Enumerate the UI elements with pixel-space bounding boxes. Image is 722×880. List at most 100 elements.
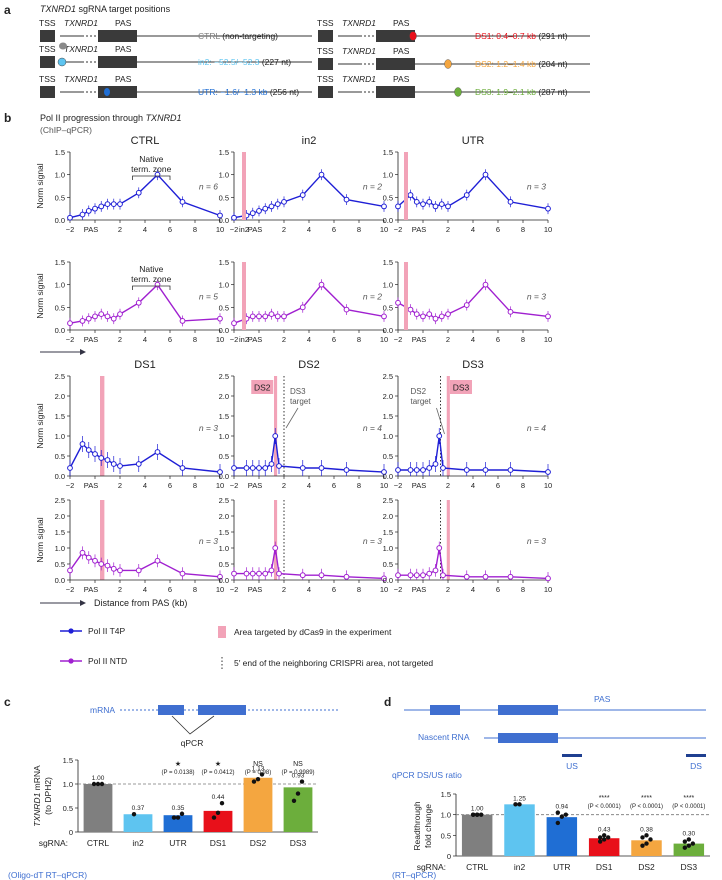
data-point: [463, 192, 470, 198]
data-point: [281, 313, 287, 320]
chart-ctrl-ntd: 0.0 0.5 1.0 1.5 −2 PAS 2 4 6 8 10 n = 5 Norm signal: [35, 258, 224, 344]
x-tick-label: 6: [496, 225, 500, 234]
data-point: [85, 447, 92, 453]
y-tick-label: 0.5: [55, 303, 65, 312]
y-tick-label: 1.5: [219, 258, 229, 267]
x-tick-label: −2: [394, 225, 403, 234]
replicate-dot: [175, 815, 181, 820]
panel-a-title: TXNRD1 sgRNA target positions: [40, 4, 171, 14]
x-tick-label: 10: [216, 481, 224, 490]
ds-label: DS: [690, 761, 702, 771]
data-point: [445, 203, 451, 210]
x-tick-label: PAS: [248, 225, 262, 234]
panel-d-letter: d: [384, 695, 391, 709]
y-tick-label: 0.5: [219, 452, 229, 461]
data-point: [343, 467, 350, 473]
replicate-dot: [259, 772, 265, 777]
x-tick-label: −2: [230, 481, 239, 490]
series-line: [69, 173, 221, 219]
chart-title: UTR: [462, 135, 485, 147]
x-tick-label: 6: [332, 225, 336, 234]
y-tick-label: 2.5: [55, 372, 65, 381]
n-label: n = 4: [527, 423, 546, 433]
data-point: [98, 203, 105, 210]
stat-label: ****: [641, 795, 652, 802]
legend-ntd-dot: [68, 658, 74, 664]
x-tick-label: 2: [118, 225, 122, 234]
y-tick-label: 2.0: [55, 512, 65, 521]
dcas9-target-band: [274, 500, 278, 580]
y-tick-label: 0: [447, 852, 451, 861]
replicate-dot: [648, 837, 653, 842]
replicate-dot: [251, 779, 257, 784]
chart-in2-ntd: 0.0 0.5 1.0 1.5 −2 PAS 2 4 6 8 10 n = 2: [219, 258, 389, 344]
data-point: [92, 313, 98, 320]
data-point: [243, 570, 250, 577]
bar-value-label: 1.00: [92, 775, 105, 782]
exon-last: [376, 58, 415, 70]
y-tick-label: 1.0: [63, 780, 73, 789]
x-tick-label: PAS: [84, 225, 98, 234]
data-point: [299, 192, 306, 198]
x-tick-label: −2: [394, 335, 403, 344]
data-point: [117, 567, 123, 574]
data-point: [117, 201, 123, 208]
data-point: [381, 575, 387, 582]
data-point: [92, 205, 98, 212]
chart-utr-t4p: 0.0 0.5 1.0 1.5 −2 PAS 2 4 6 8 10 n = 3 UTR: [383, 135, 553, 234]
qpcr-bracket: [171, 715, 215, 735]
replicate-dot: [559, 814, 565, 819]
category-label: in2: [514, 862, 526, 872]
x-tick-label: 6: [168, 481, 172, 490]
pas-label-d: PAS: [594, 694, 611, 704]
series-line: [69, 442, 221, 473]
left-row-label-1: in2: −52.5/−52.3 (227 nt): [198, 57, 291, 67]
y-tick-label: 1.5: [219, 412, 229, 421]
bar-value-label: 1.13: [252, 765, 265, 772]
in2-axis-tag: in2: [239, 225, 249, 234]
gene-diagram-right-2: [318, 86, 415, 98]
category-label: DS1: [596, 862, 613, 872]
y-axis-label: Norm signal: [35, 403, 45, 448]
data-point: [281, 198, 287, 205]
x-tick-label: 4: [307, 585, 311, 594]
data-point: [98, 561, 105, 567]
data-point: [318, 281, 325, 288]
data-point: [432, 203, 439, 210]
x-tick-label: PAS: [248, 481, 262, 490]
data-point: [110, 565, 117, 572]
native-zone-bracket: [132, 285, 171, 290]
x-tick-label: −2: [230, 225, 239, 234]
replicate-dot: [470, 812, 476, 817]
y-tick-label: 1.0: [55, 432, 65, 441]
replicate-dot: [219, 801, 225, 806]
data-point: [79, 318, 86, 324]
n-label: n = 4: [363, 423, 382, 433]
data-point: [545, 313, 551, 320]
x-tick-label: 10: [380, 225, 388, 234]
bar-value-label: 0.30: [683, 830, 696, 837]
x-tick-label: 4: [471, 585, 475, 594]
utr-pink-band: [404, 152, 408, 220]
y-tick-label: 2.0: [383, 512, 393, 521]
exon-last: [376, 30, 415, 42]
y-tick-label: 1.5: [383, 258, 393, 267]
data-point: [79, 441, 86, 447]
dcas9-target-band: [100, 376, 105, 476]
replicate-dot: [171, 815, 177, 820]
y-tick-label: 1.0: [383, 171, 393, 180]
y-tick-label: 1.5: [383, 148, 393, 157]
n-label: n = 2: [363, 181, 382, 191]
x-tick-label: PAS: [412, 335, 426, 344]
gene-diagram-right-1: [318, 58, 415, 70]
bar-CTRL: [83, 784, 113, 832]
chart-title: DS1: [134, 359, 155, 371]
y-tick-label: 2.5: [55, 496, 65, 505]
replicate-dot: [690, 841, 696, 846]
nascent-exon-3: [498, 733, 558, 743]
pvalue-label: (P = 0.0412): [201, 770, 234, 776]
x-tick-label: 2: [282, 585, 286, 594]
data-point: [79, 211, 86, 218]
chart-ds2-t4p: 0.0 0.5 1.0 1.5 2.0 2.5 −2 PAS 2 4 6 8 10 n = 4 DS2: [219, 359, 389, 490]
